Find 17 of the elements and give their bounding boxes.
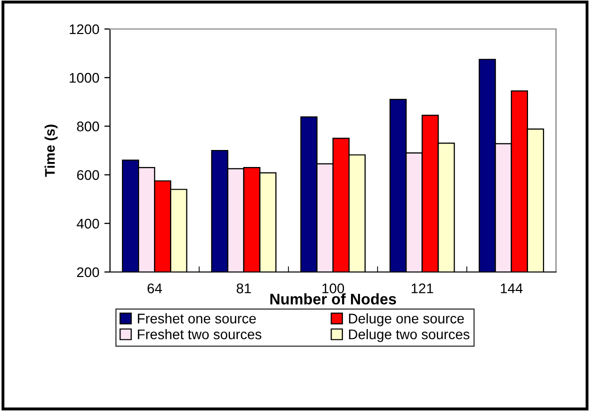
x-tick-label: 100 bbox=[322, 283, 344, 294]
y-tick-label: 800 bbox=[77, 122, 100, 132]
x-axis-title: Number of Nodes bbox=[270, 293, 396, 304]
x-tick-label: 144 bbox=[500, 284, 523, 294]
legend-label: Deluge two sources bbox=[349, 329, 470, 342]
legend-label: Deluge one source bbox=[349, 313, 464, 326]
y-tick-label: 400 bbox=[76, 218, 100, 229]
legend-label: Freshet one source bbox=[138, 313, 256, 324]
y-tick-label: 200 bbox=[77, 267, 100, 278]
x-tick-label: 121 bbox=[412, 283, 434, 294]
y-tick-label: 600 bbox=[77, 170, 100, 180]
y-tick-label: 1200 bbox=[70, 24, 100, 34]
legend-label: Freshet two sources bbox=[138, 329, 262, 340]
y-axis-title: Time (s) bbox=[44, 124, 58, 177]
y-tick-label: 1000 bbox=[70, 72, 100, 83]
x-tick-label: 81 bbox=[236, 283, 251, 294]
x-tick-label: 64 bbox=[148, 283, 162, 294]
